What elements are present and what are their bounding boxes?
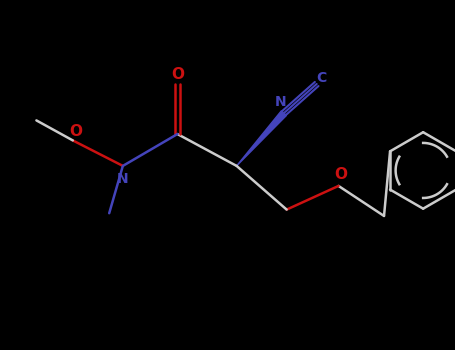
Text: O: O [334, 167, 347, 182]
Text: O: O [69, 124, 82, 139]
Text: N: N [117, 172, 129, 186]
Text: C: C [316, 71, 326, 85]
Polygon shape [237, 111, 287, 166]
Text: N: N [274, 95, 286, 109]
Text: O: O [171, 68, 184, 82]
